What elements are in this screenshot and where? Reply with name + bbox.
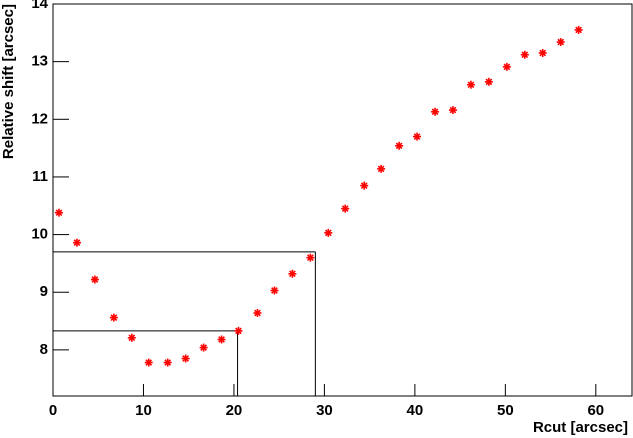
point bbox=[72, 238, 81, 247]
point-stroke bbox=[324, 229, 332, 237]
point bbox=[538, 49, 547, 57]
point bbox=[431, 107, 440, 116]
y-tick-label: 14 bbox=[31, 0, 48, 12]
point-stroke bbox=[413, 133, 421, 140]
point bbox=[109, 313, 118, 322]
point-stroke bbox=[485, 78, 493, 86]
point bbox=[466, 80, 475, 89]
point-stroke bbox=[360, 182, 368, 189]
point-stroke bbox=[55, 209, 63, 217]
point-stroke bbox=[467, 81, 475, 89]
x-tick-label: 60 bbox=[587, 402, 604, 419]
plot-frame bbox=[52, 3, 633, 397]
y-tick-label: 10 bbox=[31, 226, 48, 243]
point bbox=[288, 269, 297, 278]
point-stroke bbox=[91, 276, 99, 283]
point bbox=[234, 326, 243, 335]
point-stroke bbox=[254, 309, 261, 317]
point-stroke bbox=[145, 359, 153, 366]
x-tick-label: 30 bbox=[316, 402, 333, 419]
point bbox=[556, 38, 565, 47]
point bbox=[413, 132, 422, 141]
point-stroke bbox=[341, 205, 349, 213]
point-stroke bbox=[271, 287, 278, 294]
y-tick-label: 11 bbox=[32, 168, 48, 185]
point bbox=[253, 308, 262, 317]
y-tick-label: 12 bbox=[31, 110, 48, 127]
point-stroke bbox=[218, 336, 225, 343]
point bbox=[360, 181, 369, 190]
point bbox=[520, 50, 529, 59]
point-stroke bbox=[395, 142, 403, 150]
point bbox=[54, 208, 63, 217]
point bbox=[395, 141, 404, 150]
point bbox=[377, 164, 386, 173]
x-tick-label: 10 bbox=[135, 402, 152, 419]
point-stroke bbox=[289, 270, 296, 278]
point bbox=[306, 253, 315, 262]
point-stroke bbox=[575, 26, 582, 34]
point-stroke bbox=[200, 344, 207, 351]
x-tick-label: 40 bbox=[407, 402, 424, 419]
point-stroke bbox=[521, 51, 529, 59]
point bbox=[502, 62, 511, 71]
point-stroke bbox=[431, 108, 439, 116]
y-tick-label: 9 bbox=[40, 283, 48, 300]
point-stroke bbox=[73, 239, 81, 247]
point bbox=[163, 358, 172, 367]
point bbox=[484, 77, 493, 86]
point-stroke bbox=[182, 355, 189, 362]
point-stroke bbox=[557, 38, 565, 46]
point-stroke bbox=[110, 314, 118, 321]
x-tick-label: 20 bbox=[226, 402, 243, 419]
point-stroke bbox=[377, 165, 385, 173]
point bbox=[574, 25, 583, 34]
point-stroke bbox=[235, 327, 242, 335]
point-stroke bbox=[164, 359, 172, 366]
x-axis-title: Rcut [arcsec] bbox=[533, 419, 628, 436]
point-stroke bbox=[539, 49, 547, 57]
y-axis-title: Relative shift [arcsec] bbox=[0, 4, 17, 159]
point-stroke bbox=[307, 254, 314, 262]
point bbox=[199, 343, 208, 352]
x-tick-label: 50 bbox=[497, 402, 514, 419]
point bbox=[127, 333, 136, 342]
point bbox=[448, 106, 457, 115]
point bbox=[181, 354, 190, 363]
point bbox=[341, 204, 350, 213]
x-tick-label: 0 bbox=[49, 402, 57, 419]
y-tick-label: 13 bbox=[31, 53, 48, 70]
point-stroke bbox=[128, 334, 136, 342]
point bbox=[270, 286, 279, 295]
point-stroke bbox=[449, 106, 457, 114]
y-tick-label: 8 bbox=[40, 341, 48, 358]
point bbox=[217, 335, 226, 344]
point bbox=[90, 275, 99, 284]
point bbox=[324, 228, 333, 237]
point-stroke bbox=[503, 63, 511, 71]
point bbox=[144, 358, 153, 367]
